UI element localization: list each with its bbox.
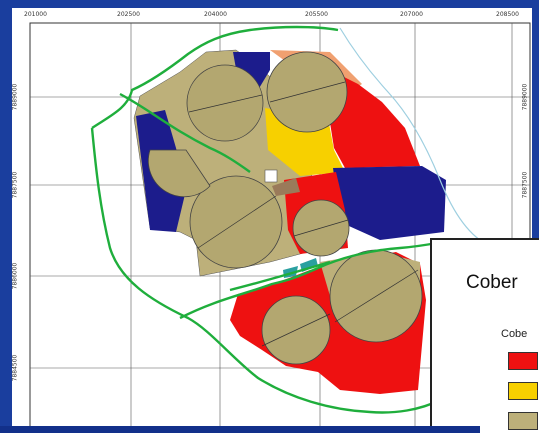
y-tick-label: 7887500 (521, 171, 529, 199)
land-cover-navy-east (333, 166, 446, 240)
land-cover-red-northeast (328, 70, 420, 168)
red-swatch (508, 352, 538, 370)
y-tick-label: 7887500 (11, 171, 19, 199)
x-tick-label: 202500 (117, 11, 140, 18)
pivot-circle (186, 64, 264, 142)
x-tick-label: 207000 (400, 11, 423, 18)
legend-title: Cober (466, 272, 518, 293)
facility-feature (272, 178, 300, 196)
pivot-circle-partial (147, 149, 211, 198)
pivot-circles (147, 51, 423, 365)
y-tick-label: 7886000 (11, 262, 19, 290)
legend-subtitle: Cobe (501, 328, 528, 340)
y-tick-label: 7884500 (11, 354, 19, 382)
property-boundary (90, 25, 456, 414)
building-feature (264, 169, 278, 183)
y-tick-label: 7889000 (11, 83, 19, 111)
river-line (339, 27, 491, 247)
pivot-circle (189, 175, 283, 269)
slide-bottom-bar (0, 426, 480, 433)
x-tick-label: 205500 (305, 11, 328, 18)
map-legend: Cober Cobe (430, 238, 539, 433)
khaki-swatch (508, 412, 538, 430)
x-tick-label: 201000 (24, 11, 47, 18)
x-tick-label: 208500 (496, 11, 519, 18)
y-tick-label: 7889000 (521, 83, 529, 111)
yellow-swatch (508, 382, 538, 400)
x-tick-label: 204000 (204, 11, 227, 18)
